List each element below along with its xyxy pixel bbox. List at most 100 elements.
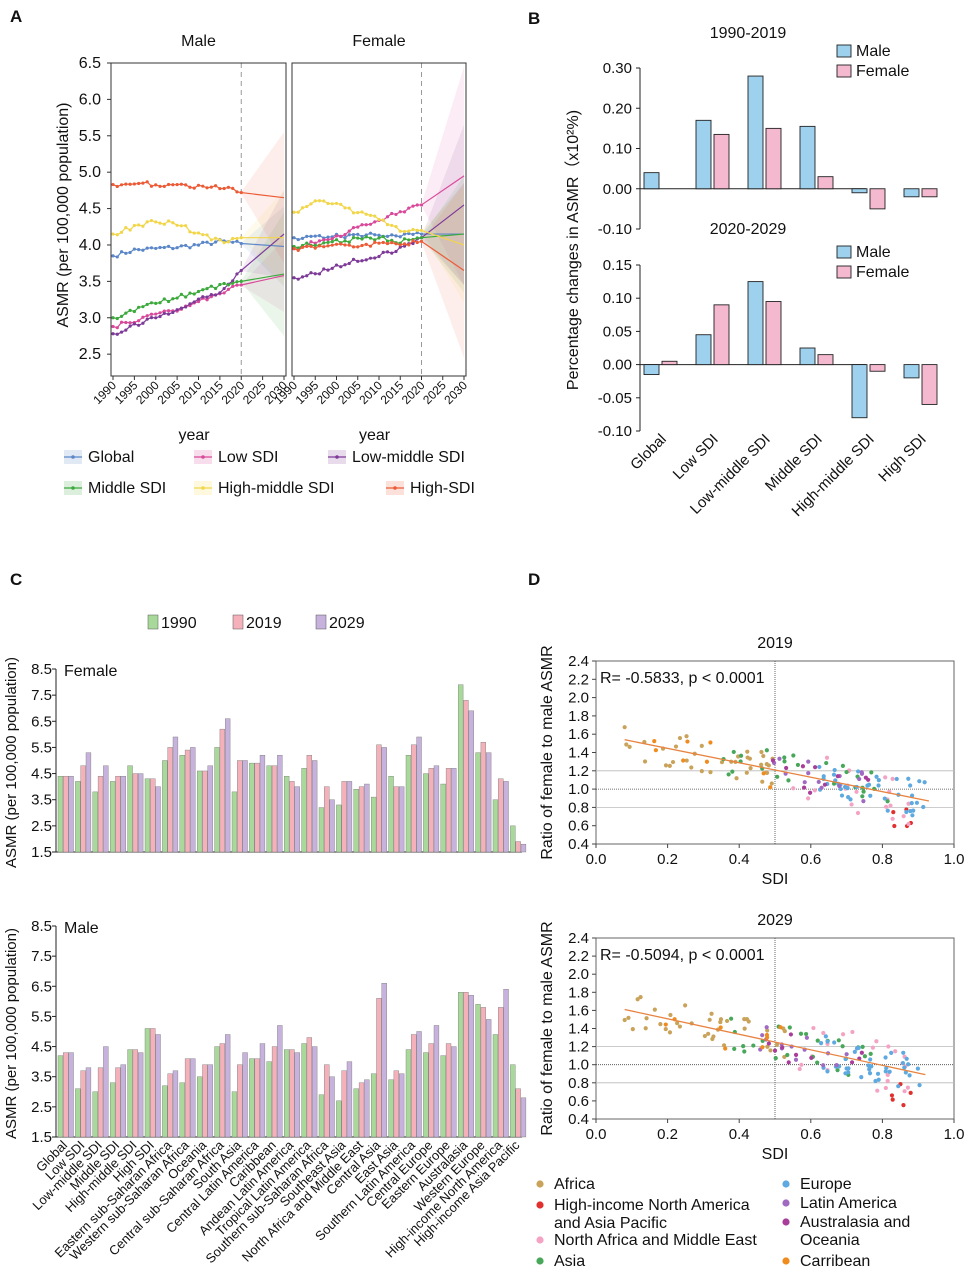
data-point	[390, 251, 394, 255]
scatter-point	[856, 769, 861, 774]
bar-1990	[57, 775, 64, 853]
scatter-point	[816, 779, 821, 785]
bar-2029	[346, 781, 353, 853]
bar-male	[851, 364, 868, 419]
data-point	[137, 319, 141, 323]
data-point	[292, 236, 296, 240]
data-point	[137, 323, 141, 327]
category-label: Global	[627, 431, 670, 474]
y-tick-label: 8.5	[31, 661, 52, 678]
y-tick-label: 8.5	[31, 918, 52, 935]
bar-female	[921, 188, 938, 198]
bar-2029	[155, 1034, 161, 1138]
data-point	[184, 243, 188, 248]
scatter-point	[818, 1041, 824, 1046]
bar-2019	[480, 1007, 486, 1138]
bar-2019	[428, 1043, 434, 1138]
bar-2029	[207, 1064, 213, 1138]
data-point	[188, 302, 192, 306]
data-point	[313, 243, 317, 247]
data-point	[330, 243, 334, 247]
y-tick-label: 1.6	[568, 1002, 589, 1019]
y-tick-label: 1.5	[31, 844, 52, 861]
data-point	[313, 246, 317, 250]
y-tick-label: 0.10	[603, 141, 632, 158]
bar-1990	[388, 1079, 394, 1138]
scatter-point	[719, 760, 725, 765]
data-point	[124, 311, 128, 315]
scatter-point	[876, 778, 881, 783]
bar-male	[747, 75, 764, 190]
data-point	[166, 312, 171, 316]
data-point	[296, 246, 300, 250]
bar-1990	[336, 804, 342, 853]
bar-1990	[92, 1091, 98, 1138]
scatter-point	[768, 785, 773, 790]
scatter-point	[868, 793, 873, 798]
data-point	[201, 184, 205, 188]
legend-label: Africa	[554, 1176, 595, 1193]
data-point	[360, 237, 364, 241]
data-point	[326, 240, 330, 245]
data-point	[415, 240, 419, 245]
scatter-point	[653, 748, 658, 753]
bar-1990	[371, 796, 377, 853]
scatter-point	[764, 1025, 769, 1030]
scatter-point	[798, 1031, 804, 1036]
bar-1990	[162, 1085, 168, 1138]
projection-band	[421, 183, 464, 358]
scatter-point	[635, 997, 640, 1002]
scatter-point	[902, 1065, 907, 1070]
data-point	[394, 249, 398, 254]
bar-2029	[503, 781, 509, 853]
bar-2029	[381, 983, 387, 1138]
scatter-point	[887, 1069, 892, 1074]
data-point	[313, 272, 317, 276]
data-point	[322, 238, 326, 242]
y-tick-label: 1.4	[568, 1021, 589, 1038]
bar-2019	[63, 1052, 69, 1138]
data-point	[128, 250, 132, 255]
bar-2019	[306, 1037, 312, 1138]
data-point	[231, 281, 235, 285]
data-point	[162, 309, 166, 313]
y-tick-label: 2.5	[31, 818, 52, 835]
data-point	[158, 221, 162, 225]
asmr-bars-male	[52, 925, 527, 1138]
scatter-point	[773, 1056, 778, 1061]
data-point	[119, 320, 124, 324]
asmr-bars-female	[52, 668, 527, 853]
data-point	[334, 201, 339, 206]
legend-dot	[782, 1257, 790, 1265]
scatter-point	[856, 1045, 861, 1051]
bar-2019	[428, 768, 434, 853]
data-point	[196, 231, 201, 235]
data-point	[235, 272, 239, 276]
data-point	[137, 223, 141, 227]
data-point	[119, 314, 124, 318]
legend-label: Male	[856, 244, 891, 261]
y-tick-label: 0.8	[568, 799, 589, 816]
scatter-point	[730, 769, 735, 774]
y-axis-label: Percentage changes in ASMR（x10²%)	[564, 110, 582, 390]
data-point	[351, 236, 356, 240]
y-tick-label: 2.4	[568, 930, 589, 947]
y-tick-label: -0.10	[598, 221, 632, 238]
data-point	[347, 229, 351, 233]
bar-1990	[214, 747, 220, 853]
data-point	[390, 233, 394, 237]
data-point	[205, 186, 209, 190]
x-tick-label: 0.0	[586, 851, 607, 868]
scatter-point	[738, 753, 744, 758]
bar-2029	[242, 760, 248, 853]
data-point	[149, 312, 154, 316]
bar-male	[747, 281, 764, 366]
data-point	[360, 234, 364, 239]
scatter-point	[791, 753, 796, 758]
scatter-point	[708, 740, 713, 745]
scatter-point	[832, 767, 837, 773]
data-point	[214, 286, 218, 291]
bar-2029	[486, 752, 492, 853]
data-point	[385, 239, 390, 243]
scatter-point	[787, 1025, 792, 1030]
